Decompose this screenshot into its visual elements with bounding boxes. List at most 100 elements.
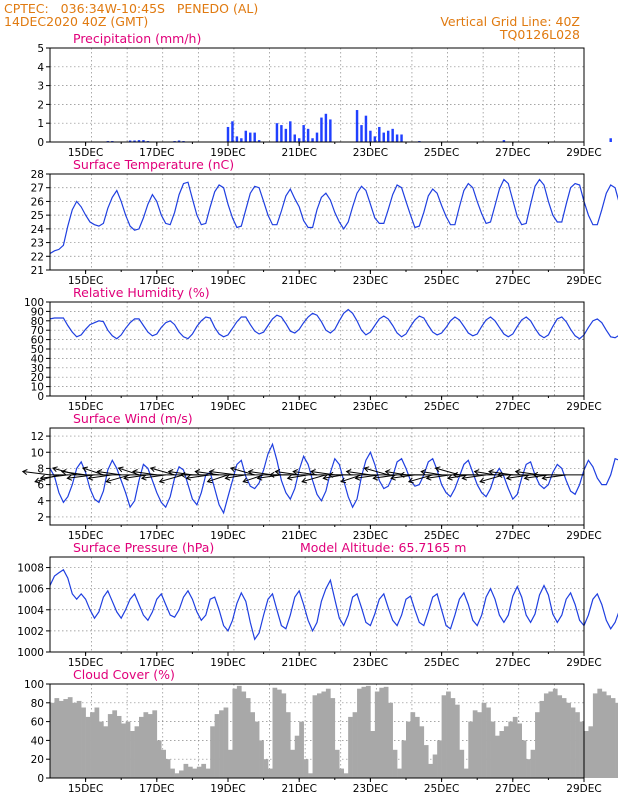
wind-arrow-head xyxy=(452,471,458,478)
y-tick-label: 28 xyxy=(31,169,44,181)
wind-arrow-head xyxy=(274,469,281,475)
x-tick-label: 25DEC xyxy=(424,783,459,795)
cloud-bar xyxy=(579,721,585,778)
cloud-bar xyxy=(219,710,224,778)
wind-arrow-head xyxy=(384,469,391,476)
wind-arrow-head xyxy=(479,477,486,484)
series-line xyxy=(49,568,618,641)
x-tick-label: 29DEC xyxy=(566,530,601,542)
precip-bar xyxy=(320,117,323,142)
cloud-bar xyxy=(174,773,180,778)
y-tick-label: 50 xyxy=(31,344,44,356)
wind-arrow xyxy=(323,474,344,479)
precip-bar xyxy=(324,113,328,142)
cloud-bar xyxy=(94,707,100,778)
x-tick-label: 25DEC xyxy=(424,275,459,287)
precip-bar xyxy=(391,128,394,142)
precip-bar xyxy=(244,130,248,142)
x-tick-label: 23DEC xyxy=(353,401,388,413)
cloud-bar xyxy=(481,702,487,778)
cloud-bar xyxy=(116,715,122,778)
y-tick-label: 25 xyxy=(31,210,44,222)
y-tick-label: 4 xyxy=(37,496,44,508)
cloud-bar xyxy=(592,693,598,778)
cloud-bar xyxy=(58,700,64,778)
wind-arrow xyxy=(346,470,371,476)
wind-arrow-head xyxy=(82,466,89,473)
precip-bar xyxy=(289,121,292,142)
y-tick-label: 40 xyxy=(31,735,44,747)
cloud-bar xyxy=(147,714,153,778)
precip-bar xyxy=(133,140,136,142)
wind-arrow xyxy=(515,470,540,476)
x-tick-label: 19DEC xyxy=(210,530,245,542)
wind-arrow xyxy=(257,474,282,479)
precip-bar xyxy=(249,132,252,142)
wind-arrow-head xyxy=(96,469,103,475)
wind-arrow-head xyxy=(425,474,432,481)
wind-arrow-head xyxy=(194,469,201,475)
cloud-bar xyxy=(263,759,269,778)
wind-arrow-head xyxy=(208,469,215,475)
header-grid-note: Vertical Grid Line: 40Z xyxy=(440,14,580,29)
cloud-bar xyxy=(268,768,273,778)
cloud-bar xyxy=(472,710,478,778)
y-tick-label: 90 xyxy=(31,306,44,318)
wind-arrow xyxy=(447,474,469,479)
cloud-bar xyxy=(575,712,580,778)
header-location: CPTEC: 036:34W-10:45S PENEDO (AL) xyxy=(4,1,259,16)
precip-bar xyxy=(137,140,141,142)
wind-arrow-head xyxy=(247,469,254,475)
wind-arrow-head xyxy=(473,469,480,476)
panel-frame xyxy=(49,47,585,143)
wind-arrow-head xyxy=(340,477,347,484)
wind-arrow-head xyxy=(185,474,192,481)
y-tick-label: 20 xyxy=(31,372,44,384)
y-tick-label: 12 xyxy=(31,431,44,443)
x-tick-label: 21DEC xyxy=(281,657,316,669)
wind-arrow xyxy=(195,470,220,476)
wind-arrow-head xyxy=(242,477,249,484)
x-tick-label: 23DEC xyxy=(353,275,388,287)
cloud-bar xyxy=(446,691,451,778)
wind-arrow xyxy=(22,470,51,476)
precip-bar xyxy=(306,128,310,142)
wind-arrow-head xyxy=(420,469,426,476)
cloud-bar xyxy=(63,699,69,778)
x-tick-label: 19DEC xyxy=(210,275,245,287)
x-tick-label: 25DEC xyxy=(424,401,459,413)
cloud-bar xyxy=(272,687,278,778)
header-date: 14DEC2020 40Z (GMT) xyxy=(4,14,149,29)
wind-arrow xyxy=(364,467,389,476)
cloud-bar xyxy=(521,740,527,778)
wind-arrow-head xyxy=(532,471,539,478)
cloud-bar xyxy=(276,689,282,778)
cloud-bar xyxy=(250,712,255,778)
x-tick-label: 19DEC xyxy=(210,147,245,159)
x-tick-label: 29DEC xyxy=(566,657,601,669)
cloud-bar xyxy=(361,686,367,778)
header-model-code: TQ0126L028 xyxy=(499,27,580,42)
cloud-bar xyxy=(557,695,563,778)
precip-bar xyxy=(364,115,368,142)
cloud-bar xyxy=(374,691,380,778)
y-tick-label: 2 xyxy=(37,99,44,111)
cloud-bar xyxy=(512,716,518,778)
y-tick-label: 2 xyxy=(37,512,44,524)
cloud-bar xyxy=(312,695,318,778)
cloud-bar xyxy=(463,768,469,778)
x-tick-label: 27DEC xyxy=(495,401,530,413)
cloud-bar xyxy=(339,768,344,778)
cloud-bar xyxy=(325,688,331,778)
cloud-bar xyxy=(72,702,77,778)
cloud-bar xyxy=(508,721,514,778)
cloud-bar xyxy=(566,702,571,778)
cloud-bar xyxy=(401,740,407,778)
y-tick-label: 8 xyxy=(37,463,44,475)
cloud-bar xyxy=(103,726,109,778)
cloud-bar xyxy=(348,716,353,778)
wind-arrow-head xyxy=(229,466,236,473)
x-tick-label: 15DEC xyxy=(68,401,103,413)
wind-arrow-head xyxy=(132,469,138,475)
cloud-bar xyxy=(383,686,389,778)
